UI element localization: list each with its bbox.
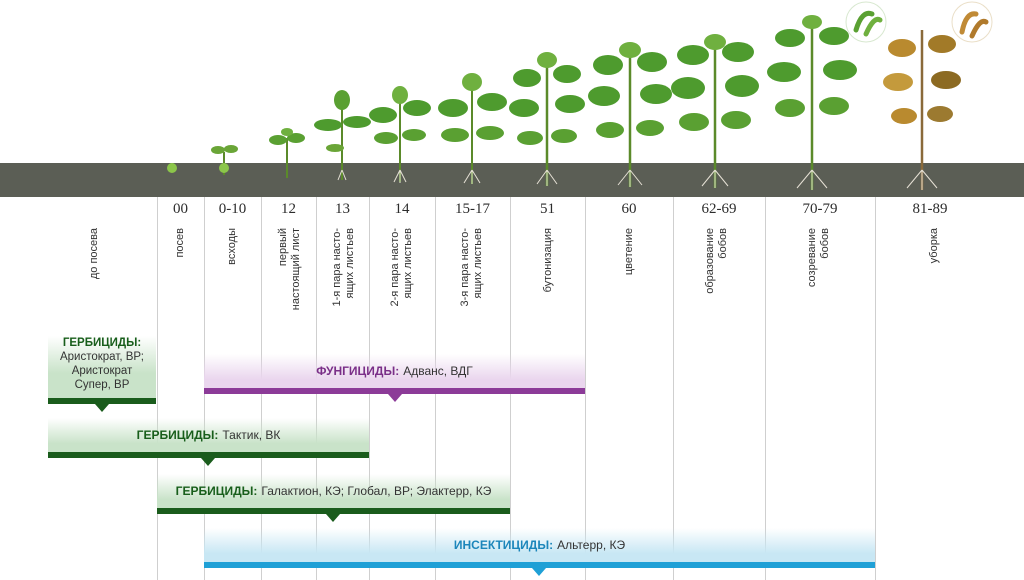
stage-code: 60 <box>621 201 637 217</box>
column-divider <box>875 197 876 580</box>
plant-stage-13-icon <box>314 90 371 180</box>
herbicide-treatment-mix: ГЕРБИЦИДЫ: Галактион, КЭ; Глобал, ВР; Эл… <box>157 474 510 514</box>
plant-stage-60-icon <box>588 42 672 187</box>
roots-icon <box>337 169 938 190</box>
stage-code: 12 <box>281 201 296 217</box>
stage-label: созревание бобов <box>806 228 831 288</box>
stage-code: 15-17 <box>455 201 490 217</box>
treatment-product: Супер, ВР <box>74 379 130 391</box>
column-divider <box>765 197 766 580</box>
plant-seed-icon <box>167 163 177 173</box>
treatment-product: Альтерр, КЭ <box>557 538 626 552</box>
stage-label: уборка <box>928 228 940 264</box>
plant-stage-12-icon <box>269 128 305 178</box>
stage-label: 3-я пара насто-ящих листьев <box>459 228 484 307</box>
fungicide-treatment: ФУНГИЦИДЫ: Адванс, ВДГ <box>204 354 585 394</box>
treatment-kind: ГЕРБИЦИДЫ: <box>175 484 258 498</box>
stage-label: 1-я пара насто-ящих листьев <box>331 228 356 307</box>
stage-code: 70-79 <box>802 201 838 217</box>
plant-stage-81-89-icon <box>883 1 993 190</box>
column-divider <box>673 197 674 580</box>
plant-stage-14-icon <box>369 86 431 182</box>
plant-stage-51-icon <box>509 52 585 186</box>
stage-code: 62-69 <box>701 201 737 217</box>
herbicide-treatment-presowing: ГЕРБИЦИДЫ: Аристократ, ВР; Аристократ Су… <box>48 336 156 404</box>
stage-code: 13 <box>335 201 350 217</box>
treatment-product: Галактион, КЭ; Глобал, ВР; Элактерр, КЭ <box>261 484 492 498</box>
stage-label: цветение <box>623 228 635 276</box>
stage-label: образование бобов <box>704 228 729 294</box>
treatment-kind: ГЕРБИЦИДЫ: <box>62 337 142 349</box>
stage-code: 81-89 <box>912 201 948 217</box>
bracket-notch <box>326 514 340 522</box>
plant-stage-70-79-icon <box>767 1 887 190</box>
stage-label: всходы <box>226 228 238 265</box>
plant-stage-62-69-icon <box>671 34 759 188</box>
treatment-kind: ГЕРБИЦИДЫ: <box>136 428 219 442</box>
treatment-product: Тактик, ВК <box>222 428 281 442</box>
stage-code: 00 <box>173 201 188 217</box>
stage-label: 2-я пара насто-ящих листьев <box>389 228 414 307</box>
herbicide-treatment-tactic: ГЕРБИЦИДЫ: Тактик, ВК <box>48 418 369 458</box>
plant-stage-15-17-icon <box>438 73 507 184</box>
plant-emergence-icon <box>211 145 238 175</box>
stage-label: посев <box>174 228 186 258</box>
bracket-notch <box>201 458 215 466</box>
plant-illustrations <box>167 1 993 190</box>
bracket-notch <box>388 394 402 402</box>
stage-label: первый настоящий лист <box>277 228 302 311</box>
treatment-product: Аристократ, ВР; <box>59 351 144 363</box>
treatment-kind: ИНСЕКТИЦИДЫ: <box>453 538 554 552</box>
treatment-product: Адванс, ВДГ <box>403 364 473 378</box>
bracket-notch <box>532 568 546 576</box>
column-divider <box>585 197 586 580</box>
stage-label: бутонизация <box>542 228 554 293</box>
treatment-product: Аристократ <box>71 365 133 377</box>
column-divider <box>157 197 158 580</box>
stage-code: 0-10 <box>218 201 247 217</box>
insecticide-treatment: ИНСЕКТИЦИДЫ: Альтерр, КЭ <box>204 528 875 568</box>
bracket-notch <box>95 404 109 412</box>
stage-label: до посева <box>88 228 100 280</box>
stage-code: 14 <box>394 201 410 217</box>
treatment-kind: ФУНГИЦИДЫ: <box>316 364 400 378</box>
stage-code: 51 <box>540 201 555 217</box>
